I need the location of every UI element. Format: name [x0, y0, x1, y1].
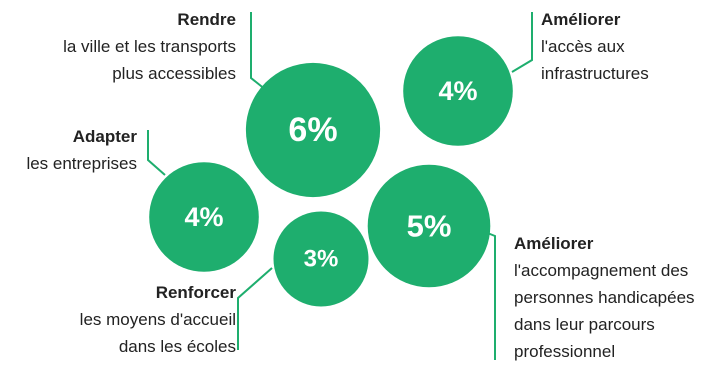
label-title: Renforcer: [155, 283, 236, 302]
bubble-5pct: [367, 164, 491, 288]
connector-line-4pct-acces: [511, 12, 533, 73]
connector-line-3pct: [237, 267, 273, 350]
label-line: l'accès aux: [541, 37, 625, 56]
label-line: infrastructures: [541, 64, 649, 83]
bubble-value-6pct: 6%: [288, 111, 337, 149]
label-title: Améliorer: [514, 234, 594, 253]
connector-line-4pct-entreprises: [147, 130, 166, 176]
label-line: les entreprises: [26, 154, 137, 173]
label-line: les moyens d'accueil: [79, 310, 236, 329]
bubble-3pct: [273, 211, 369, 307]
bubble-value-4pct-entreprises: 4%: [184, 202, 223, 232]
bubble-value-5pct: 5%: [407, 209, 452, 244]
label-title: Adapter: [72, 127, 137, 146]
bubble-4pct-acces: [403, 36, 513, 146]
label-ameliorer-accompagnement: Améliorer l'accompagnement des personnes…: [514, 230, 695, 365]
label-adapter: Adapter les entreprises: [26, 123, 137, 177]
label-line: l'accompagnement des: [514, 261, 689, 280]
label-title: Améliorer: [541, 10, 621, 29]
label-line: personnes handicapées: [514, 288, 695, 307]
bubble-4pct-entreprises: [149, 162, 259, 272]
bubble-6pct: [245, 62, 381, 198]
connector-line-5pct: [484, 231, 496, 360]
connector-line-6pct: [250, 12, 267, 91]
bubble-value-4pct-acces: 4%: [438, 76, 477, 106]
label-line: dans les écoles: [118, 337, 236, 356]
bubble-value-3pct: 3%: [304, 246, 339, 273]
label-title: Rendre: [177, 10, 236, 29]
label-line: la ville et les transports: [63, 37, 236, 56]
label-rendre: Rendre la ville et les transports plus a…: [63, 6, 236, 87]
label-ameliorer-acces: Améliorer l'accès aux infrastructures: [541, 6, 649, 87]
label-line: plus accessibles: [112, 64, 236, 83]
label-line: professionnel: [514, 342, 616, 361]
label-renforcer: Renforcer les moyens d'accueil dans les …: [80, 279, 236, 360]
label-line: dans leur parcours: [514, 315, 655, 334]
